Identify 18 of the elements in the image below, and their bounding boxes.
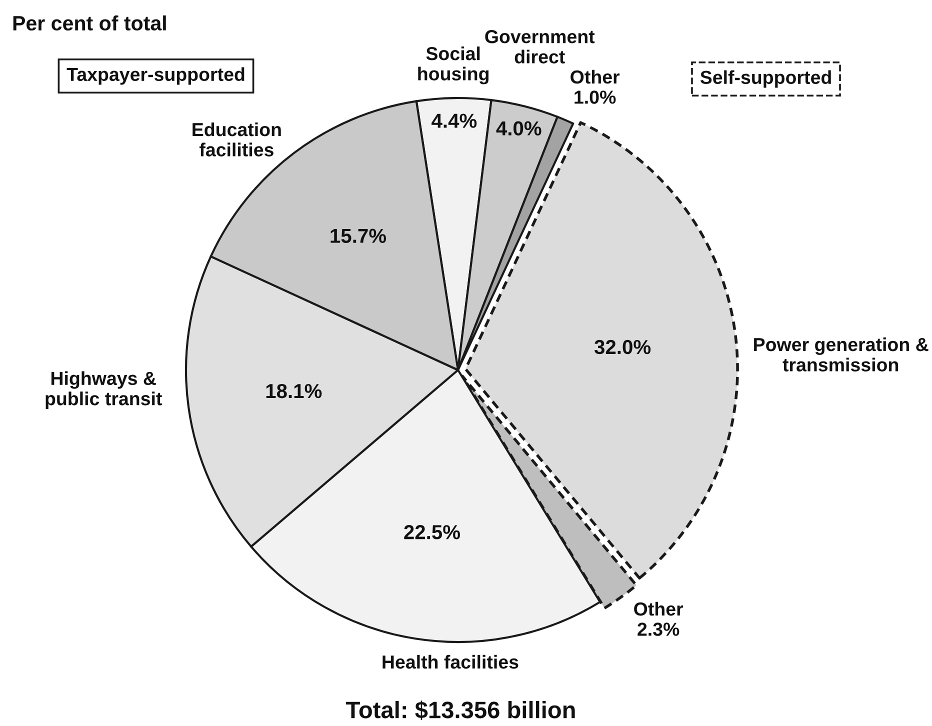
data-label: 4.4% <box>432 114 477 128</box>
slice-label: Other <box>634 602 684 616</box>
data-label: 1.0% <box>574 90 616 104</box>
data-label: 15.7% <box>330 228 386 243</box>
slice-label: Highways & public transit <box>46 371 162 410</box>
slice-label: Health facilities <box>382 654 518 669</box>
data-label: 32.0% <box>594 340 651 354</box>
data-label: 22.5% <box>404 525 460 540</box>
data-label: 18.1% <box>266 384 322 398</box>
slice-label: Other <box>570 70 620 84</box>
text: Taxpayer-supported <box>66 67 244 85</box>
chart-title: Per cent of total <box>13 15 166 31</box>
slice-label: Education facilities <box>192 122 281 156</box>
data-label: 4.0% <box>496 121 542 136</box>
slice-label: Power generation & transmission <box>754 337 928 372</box>
text: Total: $13.356 billion <box>346 700 575 720</box>
text: Self-supported <box>700 70 831 88</box>
data-label: 2.3% <box>638 622 680 636</box>
